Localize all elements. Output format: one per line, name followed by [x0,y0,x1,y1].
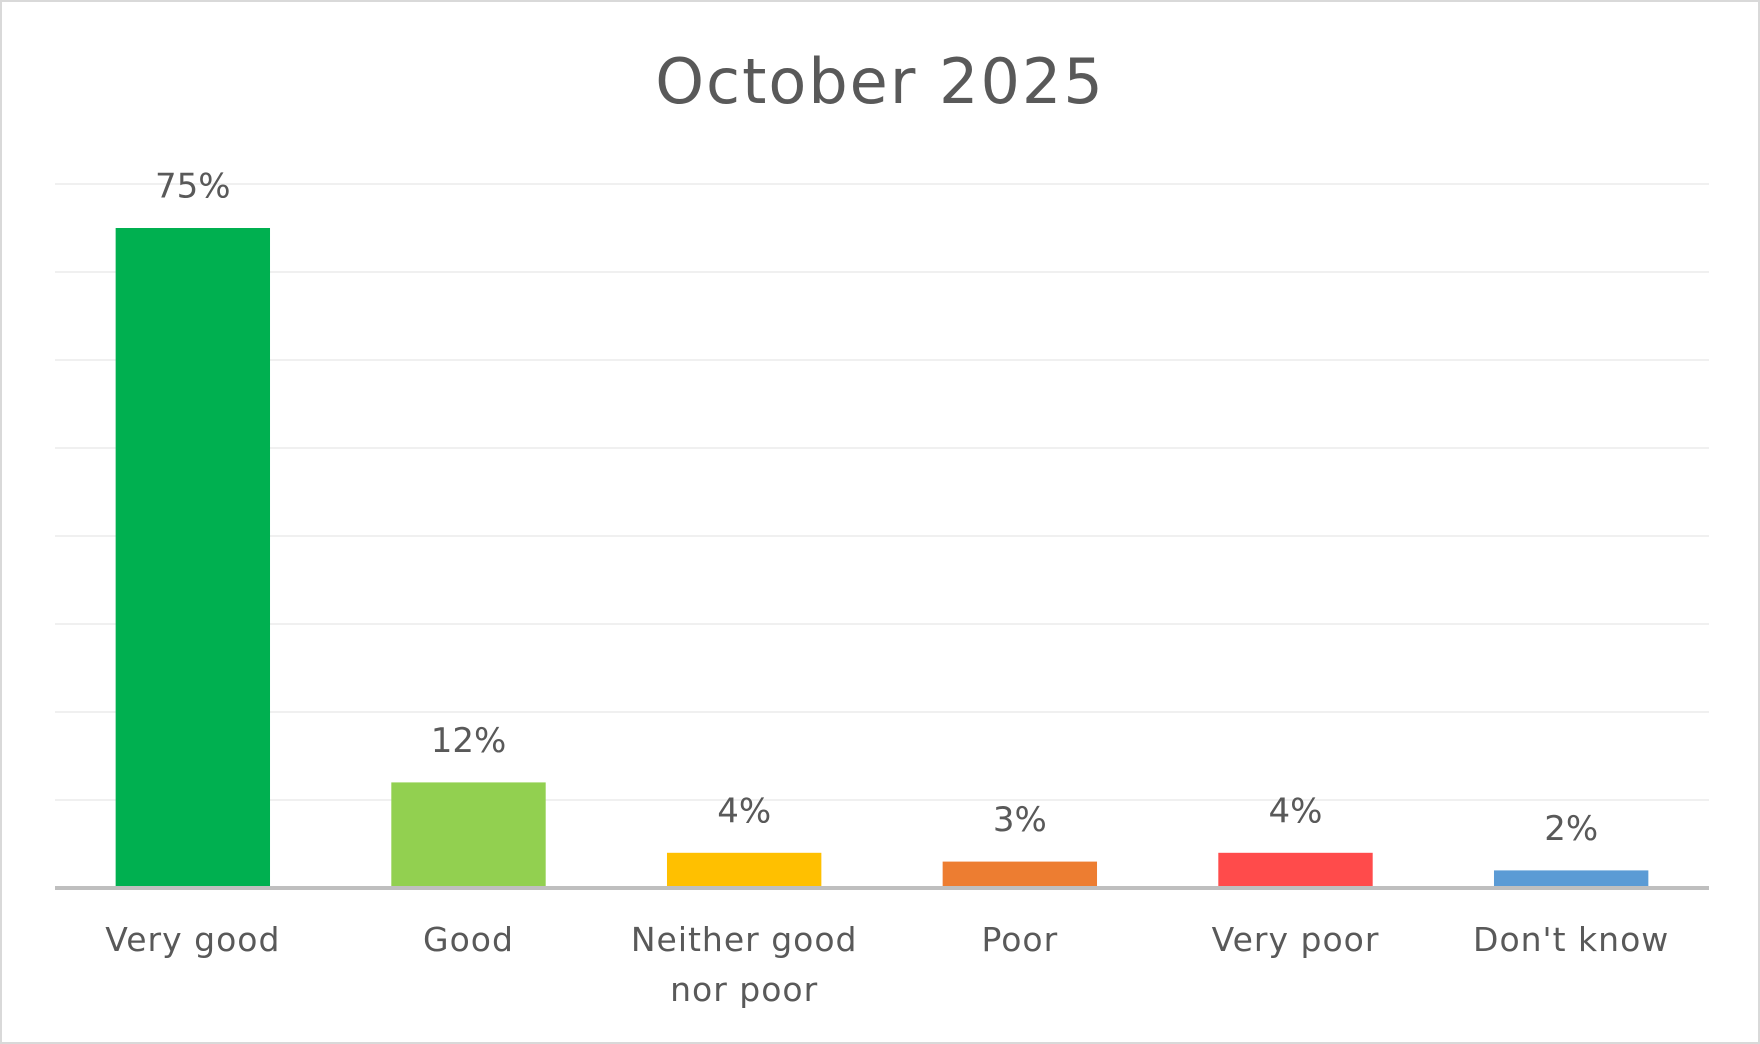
data-label: 75% [155,167,231,207]
x-tick-label: Very poor [1211,920,1380,959]
bar [1218,852,1373,888]
x-tick-label: Very good [105,920,281,959]
x-tick-label: Poor [981,920,1059,959]
data-label: 12% [431,721,507,761]
bar [942,861,1098,888]
x-tick-label: Neither good nor poor [630,920,858,1009]
data-label: 4% [1269,791,1323,831]
chart-title: October 2025 [655,45,1105,118]
bar [115,228,271,888]
x-tick-label: Don't know [1473,920,1670,959]
x-tick-label: Good [423,920,514,959]
data-label: 3% [993,800,1047,840]
bar [666,852,822,888]
bar [1493,870,1649,888]
bar [391,782,546,888]
data-label: 4% [717,791,771,831]
data-label: 2% [1544,809,1598,849]
